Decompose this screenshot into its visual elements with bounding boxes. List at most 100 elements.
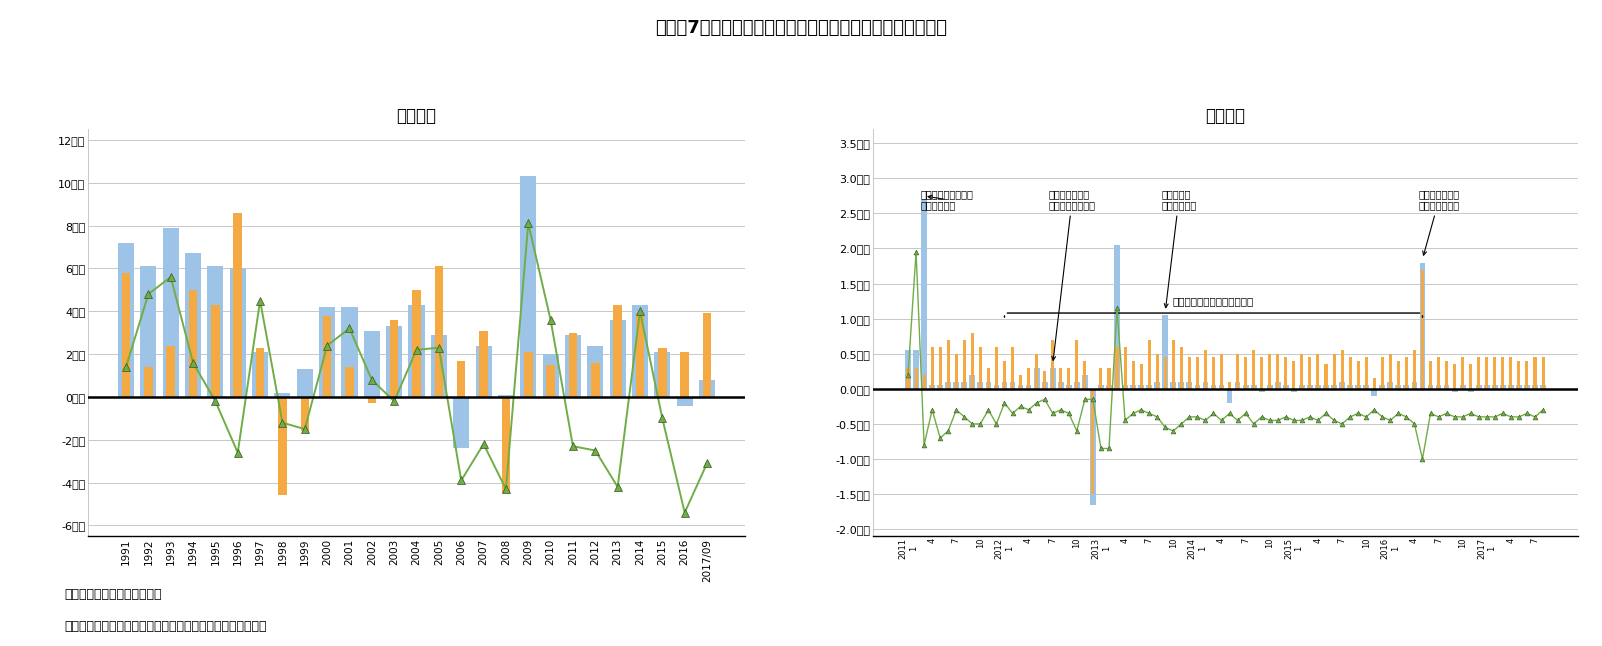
Text: 新ダイビル
梅田清和ビル: 新ダイビル 梅田清和ビル bbox=[1161, 189, 1197, 307]
Bar bbox=[1041, 382, 1048, 389]
Bar bbox=[1427, 385, 1434, 389]
Bar bbox=[937, 385, 944, 389]
Bar bbox=[167, 346, 175, 397]
Bar bbox=[1299, 385, 1304, 389]
Bar bbox=[1033, 368, 1040, 389]
Bar bbox=[1477, 357, 1480, 389]
Bar bbox=[1115, 347, 1118, 389]
Bar bbox=[985, 382, 992, 389]
Bar bbox=[1469, 364, 1472, 389]
Bar bbox=[1277, 354, 1280, 389]
Bar bbox=[1243, 385, 1248, 389]
Bar bbox=[1147, 340, 1150, 389]
Bar bbox=[1291, 389, 1296, 392]
Bar bbox=[1075, 340, 1078, 389]
Bar bbox=[1237, 354, 1238, 389]
Bar bbox=[987, 368, 990, 389]
Bar bbox=[1059, 368, 1062, 389]
Bar bbox=[1339, 382, 1346, 389]
Bar bbox=[1251, 385, 1256, 389]
Bar bbox=[1429, 360, 1432, 389]
Bar bbox=[1221, 354, 1222, 389]
Text: （注）脚注６を参照のこと。: （注）脚注６を参照のこと。 bbox=[64, 588, 162, 601]
Bar bbox=[1453, 364, 1456, 389]
Bar bbox=[1245, 357, 1246, 389]
Bar bbox=[457, 360, 466, 397]
Bar bbox=[971, 333, 974, 389]
Bar bbox=[1373, 379, 1376, 389]
Bar bbox=[1395, 385, 1402, 389]
Bar bbox=[1435, 385, 1442, 389]
Bar bbox=[681, 352, 689, 397]
Bar bbox=[1035, 354, 1038, 389]
Bar bbox=[501, 397, 509, 494]
Bar bbox=[1515, 385, 1522, 389]
Bar bbox=[1379, 385, 1386, 389]
Bar bbox=[1325, 364, 1328, 389]
Bar bbox=[931, 347, 934, 389]
Bar bbox=[434, 266, 444, 397]
Bar bbox=[1485, 357, 1488, 389]
Bar bbox=[189, 290, 197, 397]
Bar bbox=[676, 397, 692, 406]
Bar bbox=[1397, 360, 1400, 389]
Bar bbox=[636, 313, 644, 397]
Bar bbox=[1025, 385, 1032, 389]
Text: グランフロント大阪
ダイビル本館: グランフロント大阪 ダイビル本館 bbox=[920, 189, 972, 211]
Bar bbox=[658, 348, 666, 397]
Bar bbox=[1067, 368, 1070, 389]
Bar bbox=[929, 385, 936, 389]
Bar bbox=[211, 305, 219, 397]
Bar bbox=[1121, 385, 1128, 389]
Bar bbox=[1163, 357, 1166, 389]
Bar bbox=[498, 395, 514, 397]
Bar bbox=[453, 397, 469, 448]
Bar bbox=[1333, 354, 1336, 389]
Bar bbox=[1179, 382, 1184, 389]
Bar bbox=[569, 333, 577, 397]
Bar bbox=[905, 350, 912, 389]
Bar bbox=[1017, 385, 1024, 389]
Bar bbox=[1467, 389, 1474, 392]
Bar bbox=[1227, 389, 1232, 403]
Bar bbox=[923, 375, 926, 389]
Bar bbox=[1419, 262, 1426, 389]
Bar bbox=[1105, 385, 1112, 389]
Bar bbox=[1315, 385, 1322, 389]
Bar bbox=[543, 354, 559, 397]
Bar bbox=[409, 305, 425, 397]
Bar bbox=[234, 213, 242, 397]
Bar bbox=[144, 367, 152, 397]
Bar bbox=[1081, 375, 1088, 389]
Bar bbox=[1323, 385, 1330, 389]
Bar bbox=[431, 335, 447, 397]
Bar bbox=[1347, 385, 1354, 389]
Bar bbox=[1317, 354, 1320, 389]
Bar bbox=[1171, 382, 1176, 389]
Bar bbox=[546, 365, 554, 397]
Bar bbox=[479, 331, 487, 397]
Bar bbox=[1445, 360, 1448, 389]
Bar bbox=[1491, 385, 1498, 389]
Bar bbox=[907, 368, 910, 389]
Bar bbox=[346, 367, 354, 397]
Bar bbox=[921, 200, 928, 389]
Bar bbox=[1195, 385, 1200, 389]
Title: ＜年次＞: ＜年次＞ bbox=[397, 107, 436, 125]
Bar bbox=[1065, 385, 1072, 389]
Bar bbox=[1413, 350, 1416, 389]
Bar bbox=[1139, 385, 1144, 389]
Bar bbox=[1533, 357, 1536, 389]
Bar bbox=[913, 350, 920, 389]
Bar bbox=[945, 382, 952, 389]
Bar bbox=[1540, 385, 1546, 389]
Bar bbox=[122, 273, 130, 397]
Text: あべのハルカス
（対象エリア外）: あべのハルカス （対象エリア外） bbox=[1049, 189, 1096, 360]
Bar bbox=[591, 362, 599, 397]
Bar bbox=[1275, 382, 1280, 389]
Bar bbox=[1113, 245, 1120, 389]
Bar bbox=[1131, 360, 1134, 389]
Bar bbox=[1365, 357, 1368, 389]
Bar bbox=[1213, 357, 1214, 389]
Bar bbox=[1349, 357, 1352, 389]
